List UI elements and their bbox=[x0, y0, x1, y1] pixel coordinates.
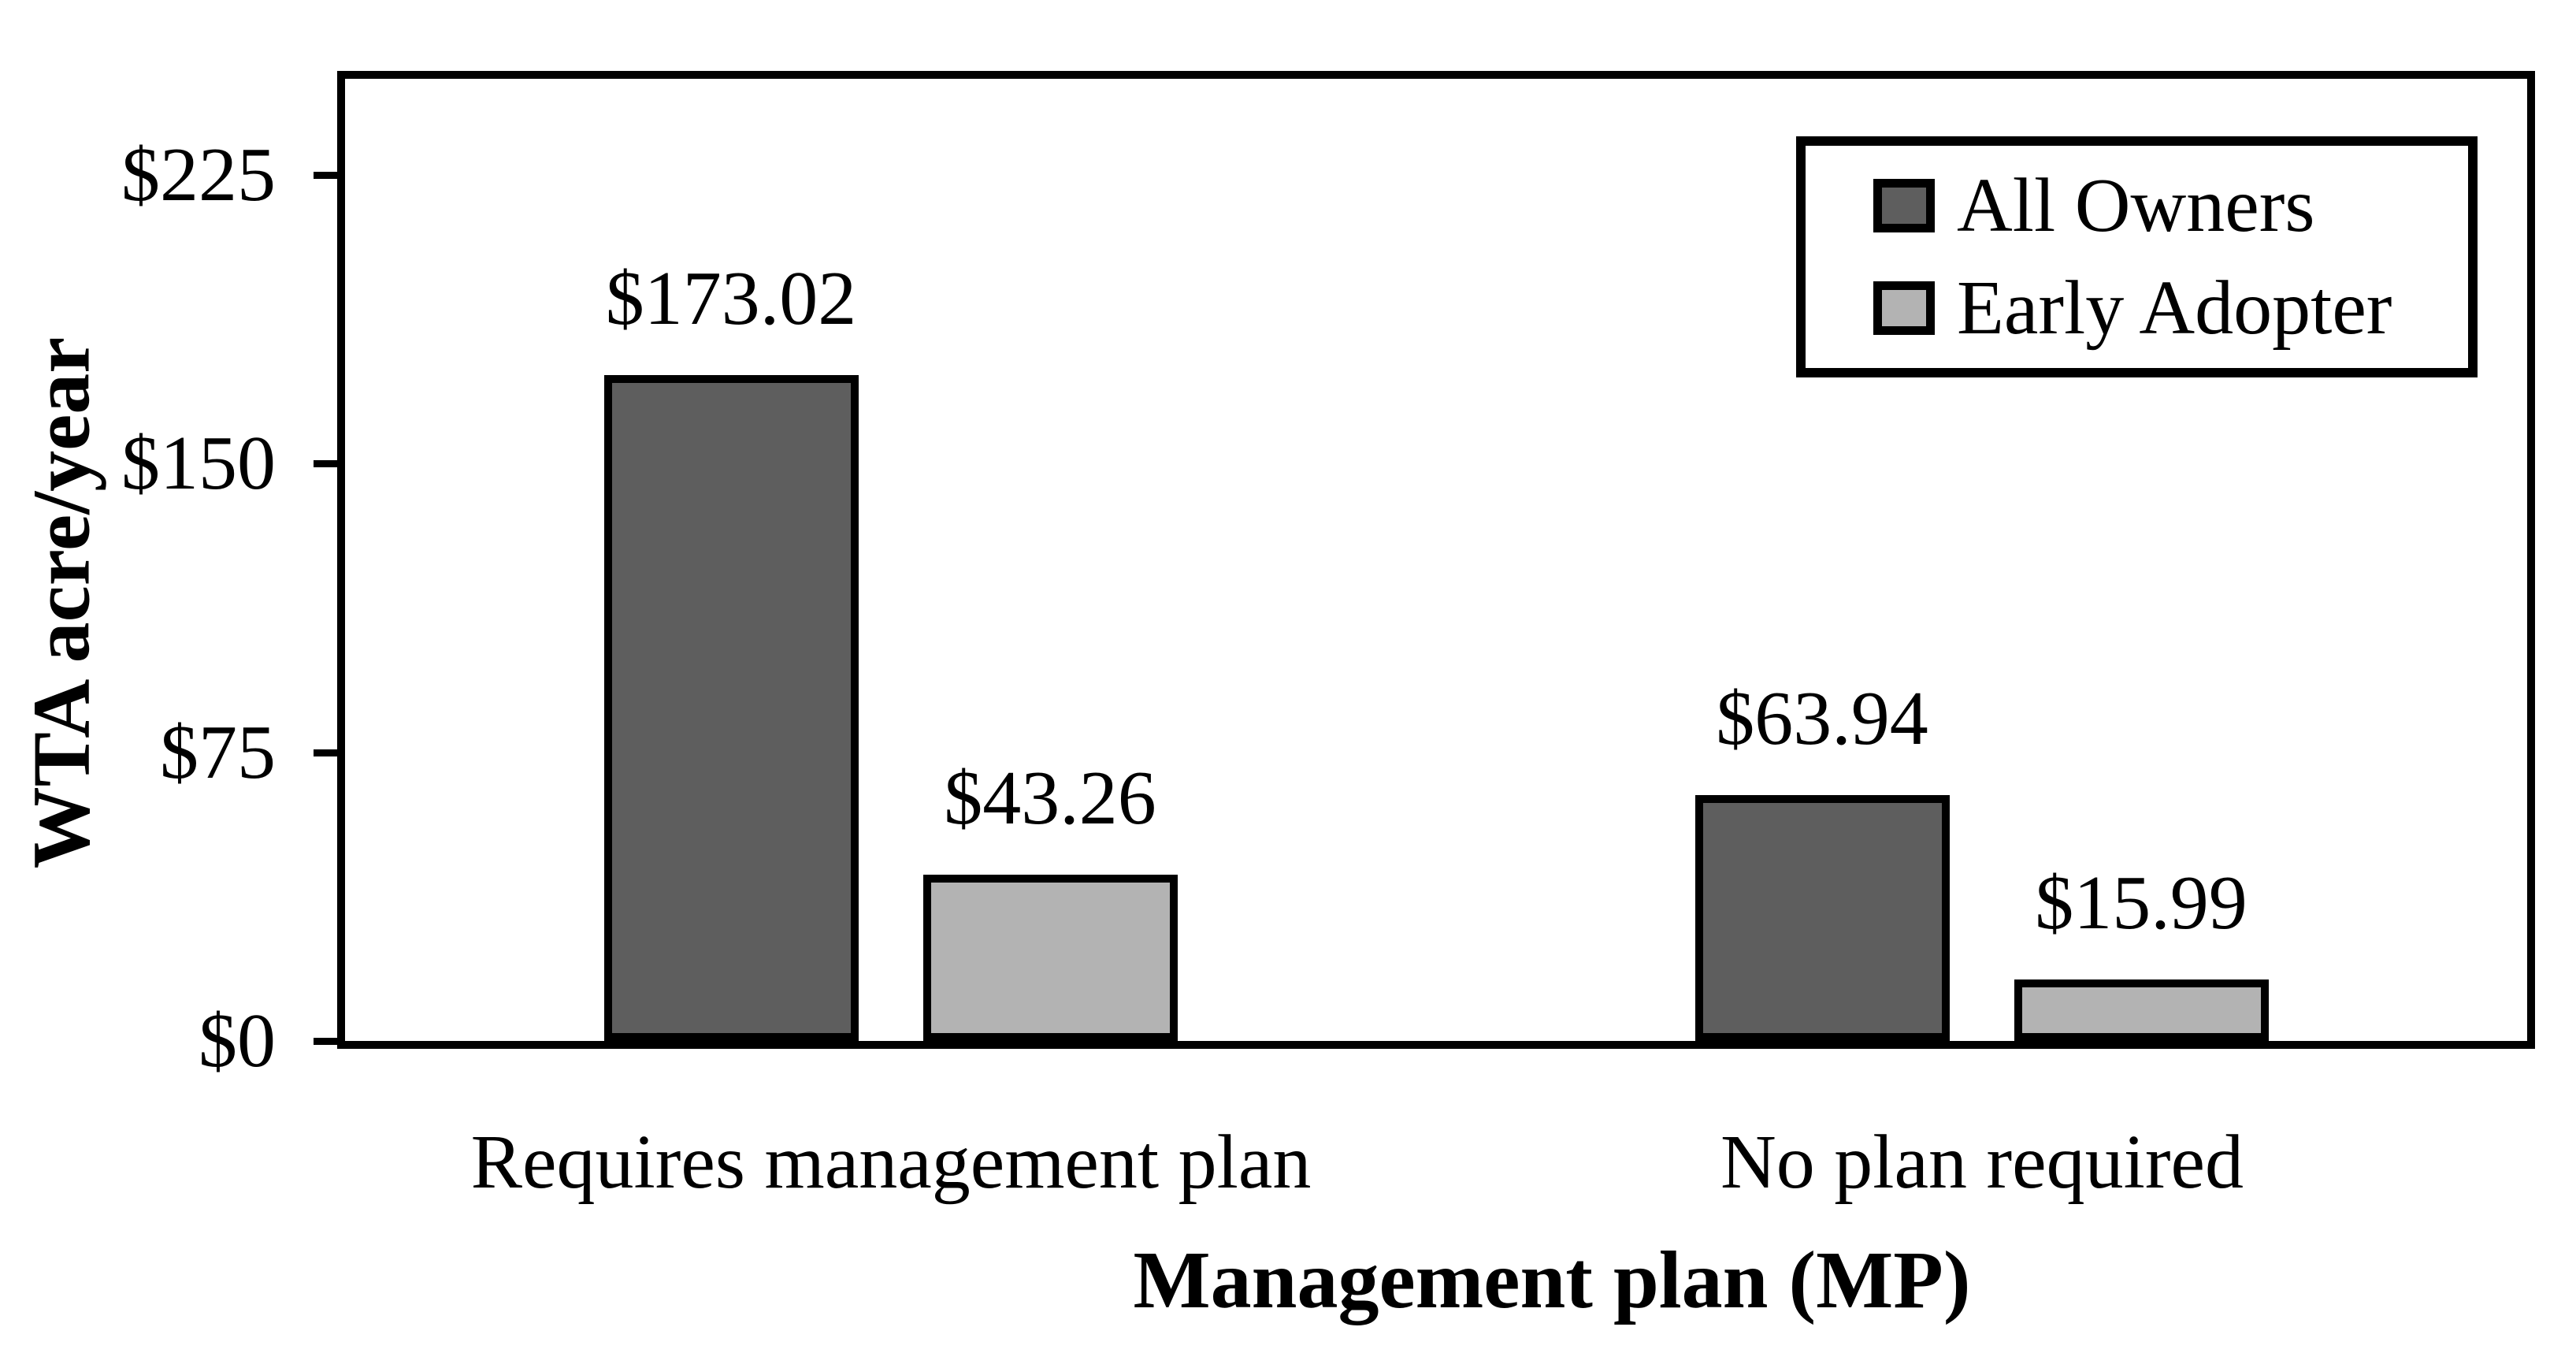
y-axis-tick bbox=[314, 1038, 337, 1045]
legend-entry-all-owners: All Owners bbox=[1873, 162, 2468, 249]
value-label-early-adopter-requires-management-plan: $43.26 bbox=[944, 756, 1156, 841]
value-label-all-owners-no-plan-required: $63.94 bbox=[1716, 676, 1928, 761]
legend-entry-early-adopter: Early Adopter bbox=[1873, 265, 2468, 351]
y-axis-tick bbox=[314, 172, 337, 179]
x-category-label: No plan required bbox=[1720, 1120, 2244, 1205]
x-axis-title: Management plan (MP) bbox=[1133, 1235, 1971, 1325]
y-axis-tick-label: $225 bbox=[121, 132, 276, 217]
y-axis-tick bbox=[314, 460, 337, 467]
y-axis-tick bbox=[314, 749, 337, 756]
x-category-label: Requires management plan bbox=[470, 1120, 1312, 1205]
bar-early-adopter-requires-management-plan bbox=[923, 875, 1178, 1041]
bar-early-adopter-no-plan-required bbox=[2014, 979, 2269, 1041]
y-axis-tick-label: $0 bbox=[199, 998, 276, 1084]
legend-box: All Owners Early Adopter bbox=[1796, 136, 2478, 377]
legend-label-early-adopter: Early Adopter bbox=[1957, 266, 2392, 351]
y-axis-tick-label: $150 bbox=[121, 421, 276, 506]
legend-label-all-owners: All Owners bbox=[1957, 162, 2315, 248]
bar-all-owners-no-plan-required bbox=[1695, 795, 1950, 1041]
value-label-early-adopter-no-plan-required: $15.99 bbox=[2035, 860, 2248, 946]
legend-swatch-all-owners bbox=[1873, 178, 1935, 232]
y-axis-tick-label: $75 bbox=[160, 710, 276, 795]
legend-swatch-early-adopter bbox=[1873, 281, 1935, 336]
value-label-all-owners-requires-management-plan: $173.02 bbox=[605, 256, 857, 341]
bar-all-owners-requires-management-plan bbox=[604, 375, 859, 1041]
